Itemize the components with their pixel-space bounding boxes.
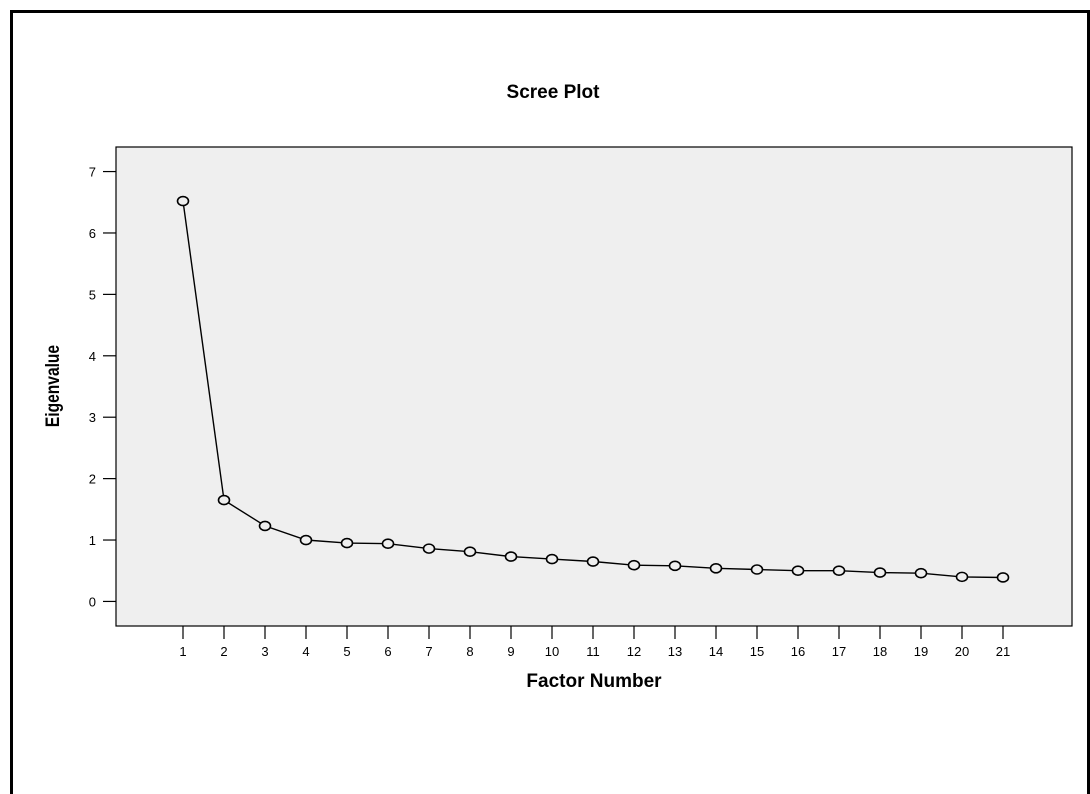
data-point — [504, 551, 518, 562]
x-tick-label: 20 — [955, 644, 969, 659]
x-axis: 1 2 3 4 5 6 7 8 9 10 11 12 13 14 15 16 17 18 19 20 21 — [179, 626, 1010, 659]
data-point — [545, 553, 559, 565]
data-point — [340, 537, 354, 549]
y-tick-label: 7 — [89, 165, 96, 180]
data-point — [381, 538, 395, 550]
data-point — [217, 494, 231, 506]
y-tick-label: 2 — [89, 472, 96, 487]
x-tick-label: 5 — [343, 644, 350, 659]
data-point — [791, 565, 805, 577]
data-point — [422, 543, 436, 554]
x-tick-label: 12 — [627, 644, 641, 659]
x-tick-label: 1 — [179, 644, 186, 659]
data-point — [463, 546, 477, 557]
y-tick-label: 4 — [89, 349, 96, 364]
y-tick-label: 0 — [89, 594, 96, 609]
x-tick-label: 3 — [261, 644, 268, 659]
data-point — [709, 562, 723, 574]
x-tick-label: 8 — [466, 644, 473, 659]
data-point — [299, 534, 313, 546]
x-axis-label: Factor Number — [526, 671, 662, 692]
x-tick-label: 19 — [914, 644, 928, 659]
x-tick-label: 7 — [425, 644, 432, 659]
data-point — [258, 520, 272, 532]
data-point — [627, 559, 641, 571]
data-point — [832, 565, 846, 577]
data-point — [668, 560, 682, 572]
y-axis-label: Eigenvalue — [42, 345, 64, 427]
data-point — [586, 556, 600, 567]
y-axis: 0 1 2 3 4 5 6 7 — [89, 165, 116, 609]
x-tick-label: 11 — [586, 644, 600, 659]
x-tick-label: 17 — [832, 644, 846, 659]
x-tick-label: 4 — [302, 644, 309, 659]
plot-area — [115, 146, 1073, 627]
y-tick-label: 6 — [89, 226, 96, 241]
x-tick-label: 13 — [668, 644, 682, 659]
data-point — [873, 567, 887, 578]
y-tick-label: 1 — [89, 533, 96, 548]
series-markers — [176, 195, 1010, 583]
y-tick-label: 3 — [89, 410, 96, 425]
x-tick-label: 6 — [384, 644, 391, 659]
data-point — [996, 572, 1010, 583]
x-tick-label: 9 — [507, 644, 514, 659]
data-point — [176, 195, 190, 207]
x-tick-label: 14 — [709, 644, 723, 659]
data-point — [750, 564, 764, 575]
x-tick-label: 10 — [545, 644, 559, 659]
chart-title: Scree Plot — [507, 82, 601, 103]
data-point — [955, 571, 969, 583]
data-point — [914, 567, 928, 579]
x-tick-label: 16 — [791, 644, 805, 659]
x-tick-label: 21 — [996, 644, 1010, 659]
x-tick-label: 18 — [873, 644, 887, 659]
x-tick-label: 15 — [750, 644, 764, 659]
y-tick-label: 5 — [89, 287, 96, 302]
x-tick-label: 2 — [220, 644, 227, 659]
